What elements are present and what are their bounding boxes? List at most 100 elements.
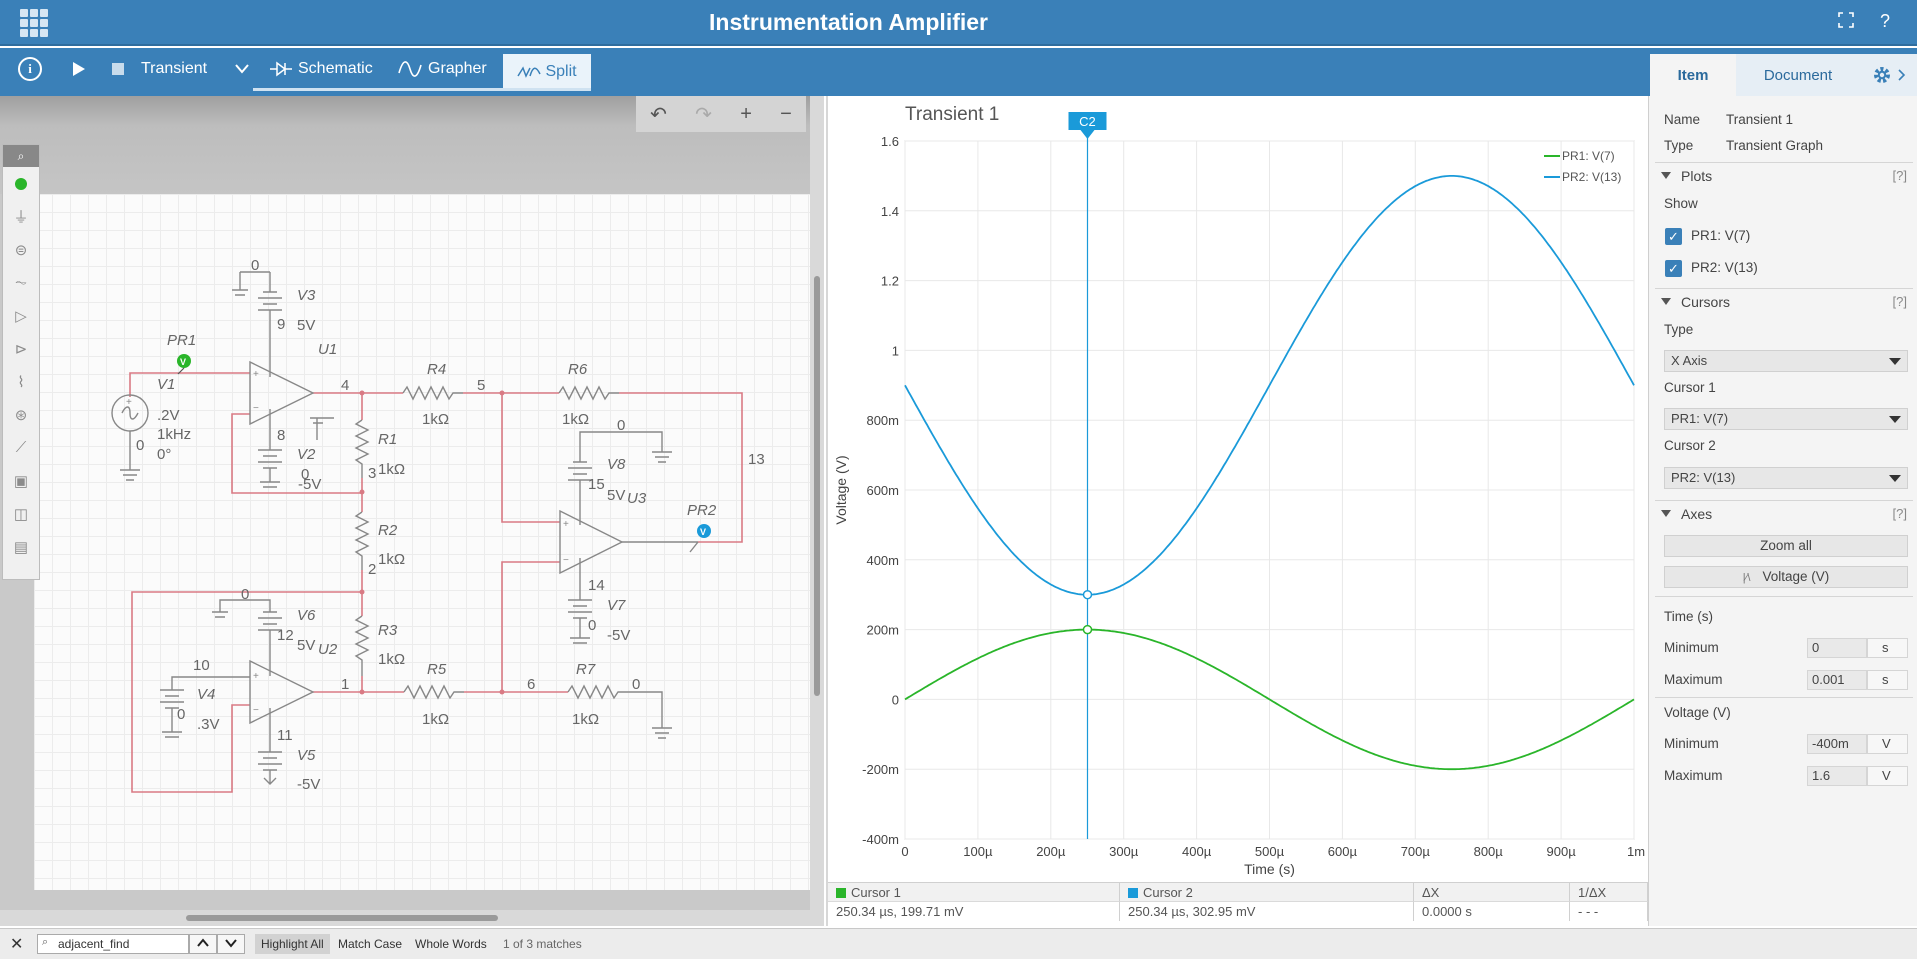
app-grid-icon[interactable] <box>20 9 50 37</box>
svg-text:+: + <box>253 369 259 380</box>
probe-pr2-icon[interactable] <box>697 524 711 538</box>
settings-button[interactable] <box>1860 54 1917 96</box>
zoom-in-icon[interactable]: + <box>740 102 752 125</box>
node-label: 14 <box>588 577 605 594</box>
opamp-tool-icon[interactable]: ▷ <box>15 307 27 325</box>
match-case-toggle[interactable]: Match Case <box>338 937 403 951</box>
tab-split[interactable]: Split <box>503 54 591 90</box>
axes-help-link[interactable]: [?] <box>1892 506 1907 521</box>
graph-pane: 0 100µ 200µ 300µ 400µ 500µ 600µ 700µ 800µ 900µ 1m -… <box>826 96 1648 926</box>
node-label: 15 <box>588 476 605 493</box>
diode-tool-icon[interactable]: ⊳ <box>14 340 28 358</box>
v1-amplitude: .2V <box>157 407 180 424</box>
time-min-input[interactable]: 0 <box>1807 638 1867 658</box>
tab-grapher[interactable]: Grapher <box>398 48 487 90</box>
zoom-out-icon[interactable]: − <box>780 102 792 125</box>
find-previous-button[interactable] <box>189 934 217 954</box>
probe-pr1-icon[interactable] <box>177 354 191 368</box>
tab-item[interactable]: Item <box>1650 54 1736 96</box>
logic-tool-icon[interactable]: ◫ <box>13 505 29 523</box>
analysis-mode-select[interactable]: Transient <box>141 48 249 90</box>
y-tick-label: 1.6 <box>881 134 899 149</box>
undo-icon[interactable]: ↶ <box>650 103 667 126</box>
v8-label: V8 <box>607 456 626 473</box>
connector-tool-icon[interactable]: ▤ <box>13 538 29 556</box>
cursor1-select[interactable]: PR1: V(7) <box>1664 408 1908 430</box>
sine-wave-icon <box>398 61 422 77</box>
volt-max-input[interactable]: 1.6 <box>1807 766 1867 786</box>
name-value[interactable]: Transient 1 <box>1726 112 1794 127</box>
find-input[interactable]: adjacent_find <box>37 934 189 954</box>
node-label: 8 <box>277 427 285 444</box>
close-find-icon[interactable]: ✕ <box>10 936 24 953</box>
transient-chart[interactable]: 0 100µ 200µ 300µ 400µ 500µ 600µ 700µ 800µ 900µ 1m -… <box>828 96 1648 882</box>
meter-tool-icon[interactable]: ⊛ <box>14 406 28 424</box>
volt-max-label: Maximum <box>1664 768 1723 783</box>
v2-value: -5V <box>298 476 321 493</box>
resistor-tool-icon[interactable]: ⏦ <box>14 274 28 291</box>
svg-text:+: + <box>253 671 259 682</box>
r7-label: R7 <box>576 661 596 678</box>
r1-label: R1 <box>378 431 397 448</box>
y-tick-label: 600m <box>866 483 899 498</box>
y-tick-label: 0 <box>892 692 899 707</box>
cursors-section-header[interactable]: Cursors [?] <box>1655 288 1913 314</box>
ground-tool-icon[interactable]: ⏚ <box>13 209 29 226</box>
cursor-type-select[interactable]: X Axis <box>1664 350 1908 372</box>
x-tick-label: 0 <box>901 844 908 859</box>
node-label: 3 <box>368 465 376 482</box>
collapse-triangle-icon <box>1661 298 1671 305</box>
axes-section-header[interactable]: Axes [?] <box>1655 500 1913 526</box>
zoom-all-button[interactable]: Zoom all <box>1664 535 1908 557</box>
window-title: Instrumentation Amplifier <box>709 9 988 35</box>
switch-tool-icon[interactable]: ⟋ <box>15 439 27 456</box>
x-tick-label: 900µ <box>1547 844 1577 859</box>
run-button[interactable] <box>72 48 86 90</box>
find-next-button[interactable] <box>217 934 245 954</box>
source-tool-icon[interactable]: ⊜ <box>14 241 28 259</box>
node-label: 9 <box>277 316 285 333</box>
plot2-checkbox[interactable]: ✓ <box>1665 260 1682 277</box>
r4-value: 1kΩ <box>422 411 449 428</box>
tab-document[interactable]: Document <box>1736 54 1860 96</box>
cursor2-select[interactable]: PR2: V(13) <box>1664 467 1908 489</box>
plot1-checkbox[interactable]: ✓ <box>1665 228 1682 245</box>
transistor-tool-icon[interactable]: ⌇ <box>17 373 25 391</box>
plot1-label: PR1: V(7) <box>1691 228 1751 243</box>
cursors-help-link[interactable]: [?] <box>1892 294 1907 309</box>
plots-help-link[interactable]: [?] <box>1892 168 1907 183</box>
node-label: 0 <box>251 257 259 274</box>
svg-text:+: + <box>563 519 569 530</box>
time-max-input[interactable]: 0.001 <box>1807 670 1867 690</box>
x-tick-label: 300µ <box>1109 844 1139 859</box>
subcircuit-tool-icon[interactable]: ▣ <box>13 472 29 490</box>
info-button[interactable]: i <box>18 57 42 81</box>
highlight-all-toggle[interactable]: Highlight All <box>255 934 330 954</box>
volt-min-input[interactable]: -400m <box>1807 734 1867 754</box>
divider <box>1655 596 1913 597</box>
node-label: 0 <box>241 586 249 603</box>
main-toolbar: i Transient Schematic Grapher Split <box>0 48 1648 96</box>
plots-section-header[interactable]: Plots [?] <box>1655 162 1913 188</box>
x-tick-label: 1m <box>1627 844 1645 859</box>
probe-tool-icon[interactable] <box>3 167 39 200</box>
cursor1-header: Cursor 1 <box>828 883 1120 902</box>
whole-words-toggle[interactable]: Whole Words <box>415 937 487 951</box>
stop-button[interactable] <box>112 48 124 90</box>
y-tick-label: 400m <box>866 553 899 568</box>
cursor-handle[interactable] <box>1068 112 1107 139</box>
help-button[interactable]: ? <box>1880 11 1891 31</box>
voltage-axis-button[interactable]: |⁄\ Voltage (V) <box>1664 566 1908 588</box>
search-icon[interactable]: ⌕ <box>3 145 39 167</box>
tab-schematic[interactable]: Schematic <box>270 48 373 90</box>
fullscreen-icon[interactable] <box>1838 12 1854 33</box>
cursor-type-label: Type <box>1664 322 1694 337</box>
redo-icon[interactable]: ↷ <box>695 103 712 126</box>
v3-label: V3 <box>297 287 316 304</box>
v4-label: V4 <box>197 686 215 703</box>
y-tick-label: 1.4 <box>881 204 899 219</box>
schematic-vertical-scrollbar[interactable] <box>810 96 824 926</box>
v7-label: V7 <box>607 597 626 614</box>
chevron-down-icon <box>225 939 237 948</box>
schematic-horizontal-scrollbar[interactable] <box>0 910 810 926</box>
